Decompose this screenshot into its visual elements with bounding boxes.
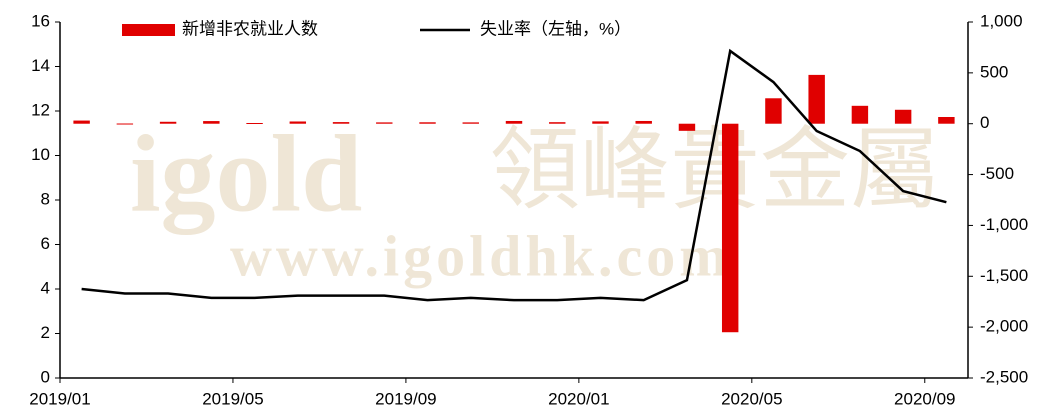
bar xyxy=(462,122,479,124)
x-tick-label: 2020/05 xyxy=(721,389,782,408)
legend-swatch xyxy=(122,24,175,36)
bar xyxy=(851,105,869,124)
bar xyxy=(159,121,177,124)
y2-tick-label: -2,000 xyxy=(980,317,1028,336)
bar xyxy=(678,123,696,131)
y-tick-label: 14 xyxy=(31,56,50,75)
y-tick-label: 8 xyxy=(41,189,50,208)
x-tick-label: 2019/05 xyxy=(202,389,263,408)
watermark: www.igoldhk.com xyxy=(230,223,732,288)
y2-tick-label: 0 xyxy=(980,113,989,132)
x-tick-label: 2019/09 xyxy=(375,389,436,408)
y2-tick-label: -2,500 xyxy=(980,367,1028,386)
legend-label: 新增非农就业人数 xyxy=(182,19,318,38)
bar xyxy=(765,98,782,124)
watermark: igold xyxy=(130,112,362,234)
bar xyxy=(332,122,350,124)
bar xyxy=(116,123,134,125)
y-tick-label: 10 xyxy=(31,145,50,164)
bar xyxy=(505,120,523,124)
y2-tick-label: -1,500 xyxy=(980,266,1028,285)
y-tick-label: 4 xyxy=(41,278,50,297)
y2-tick-label: 500 xyxy=(980,62,1008,81)
bar xyxy=(808,74,825,124)
x-tick-label: 2020/01 xyxy=(548,389,609,408)
bar xyxy=(246,123,263,125)
y2-tick-label: -500 xyxy=(980,164,1014,183)
y2-tick-label: 1,000 xyxy=(980,11,1023,30)
bar xyxy=(549,122,566,124)
y2-tick-label: -1,000 xyxy=(980,215,1028,234)
bar xyxy=(419,122,436,124)
bar xyxy=(592,121,609,124)
y-tick-label: 2 xyxy=(41,323,50,342)
bar xyxy=(635,120,652,124)
y-tick-label: 0 xyxy=(41,367,50,386)
legend-label: 失业率（左轴，%） xyxy=(480,19,631,38)
bar xyxy=(203,121,220,124)
bar xyxy=(894,109,912,124)
x-tick-label: 2020/09 xyxy=(894,389,955,408)
bar xyxy=(289,121,307,124)
bar xyxy=(721,123,739,333)
y-tick-label: 16 xyxy=(31,11,50,30)
line xyxy=(81,48,947,302)
bar xyxy=(376,122,393,124)
y-tick-label: 12 xyxy=(31,100,50,119)
y-tick-label: 6 xyxy=(41,234,50,253)
bar xyxy=(73,120,90,124)
bar xyxy=(938,117,955,124)
x-tick-label: 2019/01 xyxy=(29,389,90,408)
